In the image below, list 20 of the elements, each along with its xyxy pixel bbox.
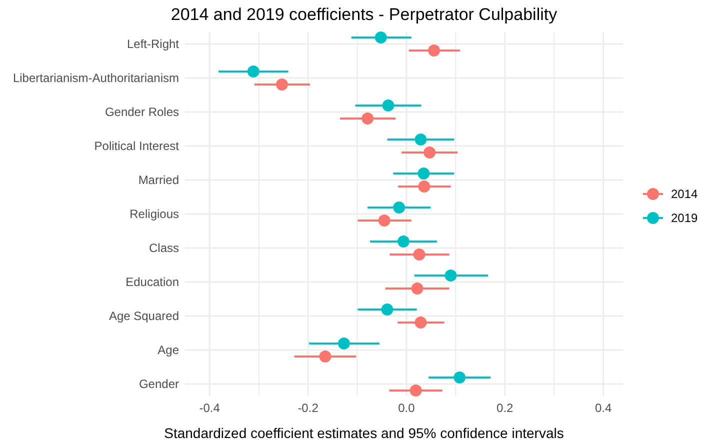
y-tick-label: Left-Right <box>126 37 180 51</box>
y-tick-label: Political Interest <box>94 139 180 153</box>
y-tick-label: Gender Roles <box>104 105 179 119</box>
y-tick-label: Married <box>138 173 179 187</box>
y-tick-label: Class <box>148 241 179 255</box>
y-tick-label: Libertarianism-Authoritarianism <box>12 71 179 85</box>
x-tick-label: 0.4 <box>594 401 612 415</box>
y-tick-label: Gender <box>138 377 179 391</box>
x-tick-label: -0.4 <box>199 401 220 415</box>
legend-label: 2014 <box>671 187 698 201</box>
text: 0.0 <box>398 401 415 415</box>
y-tick-label: Age Squared <box>108 309 179 323</box>
x-tick-label: -0.2 <box>298 401 319 415</box>
x-tick-label: 0.2 <box>496 401 514 415</box>
legend-label: 2019 <box>671 211 698 225</box>
chart-title: 2014 and 2019 coefficients - Perpetrator Culpability <box>170 5 558 24</box>
y-tick-label: Education <box>126 275 179 289</box>
y-tick-label: Age <box>158 343 180 357</box>
y-tick-label: Religious <box>130 207 179 221</box>
x-axis-title: Standardized coefficient estimates and 95% confidence intervals <box>164 425 564 441</box>
